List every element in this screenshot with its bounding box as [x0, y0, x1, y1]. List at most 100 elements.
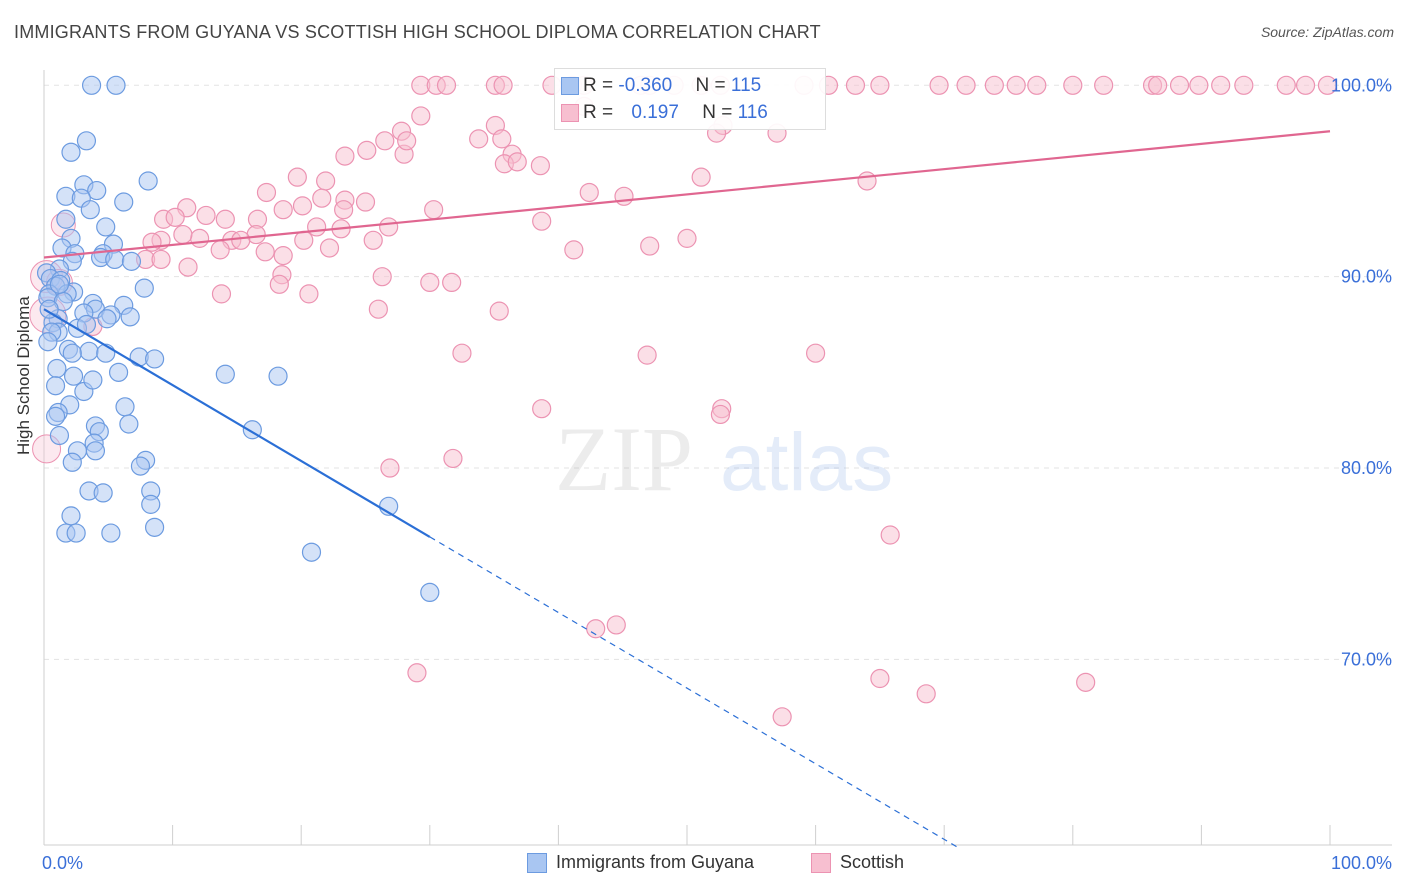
watermark-zip: ZIP — [555, 408, 693, 510]
data-point — [1076, 672, 1096, 692]
data-point — [45, 406, 66, 426]
data-point — [301, 542, 322, 562]
data-point — [79, 341, 99, 361]
data-point — [130, 456, 151, 476]
r-value: 0.197 — [631, 102, 679, 123]
n-label: N = — [702, 102, 738, 123]
data-point — [165, 207, 185, 227]
data-point — [492, 129, 512, 149]
data-point — [312, 188, 332, 208]
data-point — [101, 523, 121, 543]
data-point — [335, 146, 355, 166]
data-point — [47, 358, 67, 379]
data-point — [1148, 75, 1168, 95]
legend-swatch-guyana — [527, 853, 547, 873]
data-point — [215, 209, 235, 229]
data-point — [268, 366, 288, 386]
data-point — [49, 274, 70, 294]
data-point — [45, 376, 66, 396]
trend-line-scottish — [43, 130, 1331, 259]
data-point — [870, 75, 890, 95]
data-point — [273, 200, 293, 220]
data-point — [231, 230, 251, 250]
data-point — [1027, 75, 1047, 95]
y-tick-label: 100.0% — [1331, 75, 1392, 95]
data-point — [93, 483, 113, 503]
data-point — [677, 228, 697, 248]
data-point — [76, 131, 97, 151]
data-point — [120, 307, 140, 327]
data-point — [1189, 75, 1209, 95]
data-point — [144, 517, 165, 537]
data-point — [956, 75, 976, 95]
data-point — [56, 209, 76, 229]
data-point — [96, 343, 116, 363]
data-point — [144, 349, 165, 369]
data-point — [294, 230, 314, 250]
n-value: 116 — [737, 102, 768, 123]
n-label: N = — [695, 75, 731, 96]
data-point — [916, 684, 936, 704]
data-point — [1094, 75, 1114, 95]
data-point — [108, 362, 129, 382]
data-point — [307, 217, 327, 237]
data-point — [256, 182, 277, 203]
r-label: R = — [583, 75, 619, 96]
data-point — [119, 414, 139, 434]
data-point — [299, 284, 319, 304]
data-point — [273, 246, 293, 266]
data-point — [80, 200, 100, 220]
data-point — [355, 192, 376, 212]
data-point — [190, 228, 210, 248]
legend-label-scottish: Scottish — [840, 852, 905, 872]
data-point — [81, 75, 102, 95]
data-point — [173, 224, 193, 245]
data-point — [805, 343, 826, 363]
data-point — [316, 171, 336, 191]
data-point — [372, 267, 392, 287]
data-point — [420, 272, 440, 293]
data-point — [443, 448, 463, 469]
axes — [43, 70, 1392, 846]
data-point — [38, 332, 58, 352]
x-tick-label: 0.0% — [42, 853, 83, 873]
data-point — [880, 525, 900, 545]
y-tick-label: 70.0% — [1341, 649, 1392, 669]
legend-row-scottish: R = 0.197 N = 116 — [583, 102, 768, 124]
data-point — [215, 364, 235, 384]
data-point — [61, 142, 81, 162]
data-point — [530, 156, 550, 176]
data-point — [255, 242, 275, 262]
data-point — [691, 167, 711, 187]
data-point — [96, 217, 116, 237]
trend-line-guyana — [43, 308, 431, 538]
data-point — [106, 75, 126, 95]
data-point — [532, 211, 552, 231]
data-point — [772, 707, 792, 727]
data-point — [469, 129, 489, 149]
tick-labels: 100.0% 90.0% 80.0% 70.0% 0.0% 100.0% — [42, 75, 1392, 873]
data-point — [141, 494, 161, 514]
series-legend: Immigrants from Guyana Scottish — [0, 852, 1406, 878]
watermark: ZIP atlas — [555, 408, 893, 510]
data-point — [375, 131, 395, 151]
data-point — [196, 205, 216, 226]
data-point — [62, 452, 82, 472]
data-point — [121, 251, 142, 271]
data-point — [870, 668, 890, 689]
data-point — [134, 278, 154, 298]
data-point — [442, 272, 462, 293]
data-point — [178, 257, 198, 277]
data-point — [452, 343, 472, 363]
data-point — [49, 425, 70, 446]
grid-lines — [44, 84, 1392, 660]
data-point — [845, 75, 866, 95]
data-point — [61, 506, 81, 526]
data-point — [138, 171, 158, 191]
y-tick-label: 80.0% — [1341, 458, 1392, 478]
data-point — [97, 309, 117, 329]
data-point — [211, 284, 232, 304]
data-point — [984, 75, 1004, 95]
data-point — [62, 343, 82, 363]
